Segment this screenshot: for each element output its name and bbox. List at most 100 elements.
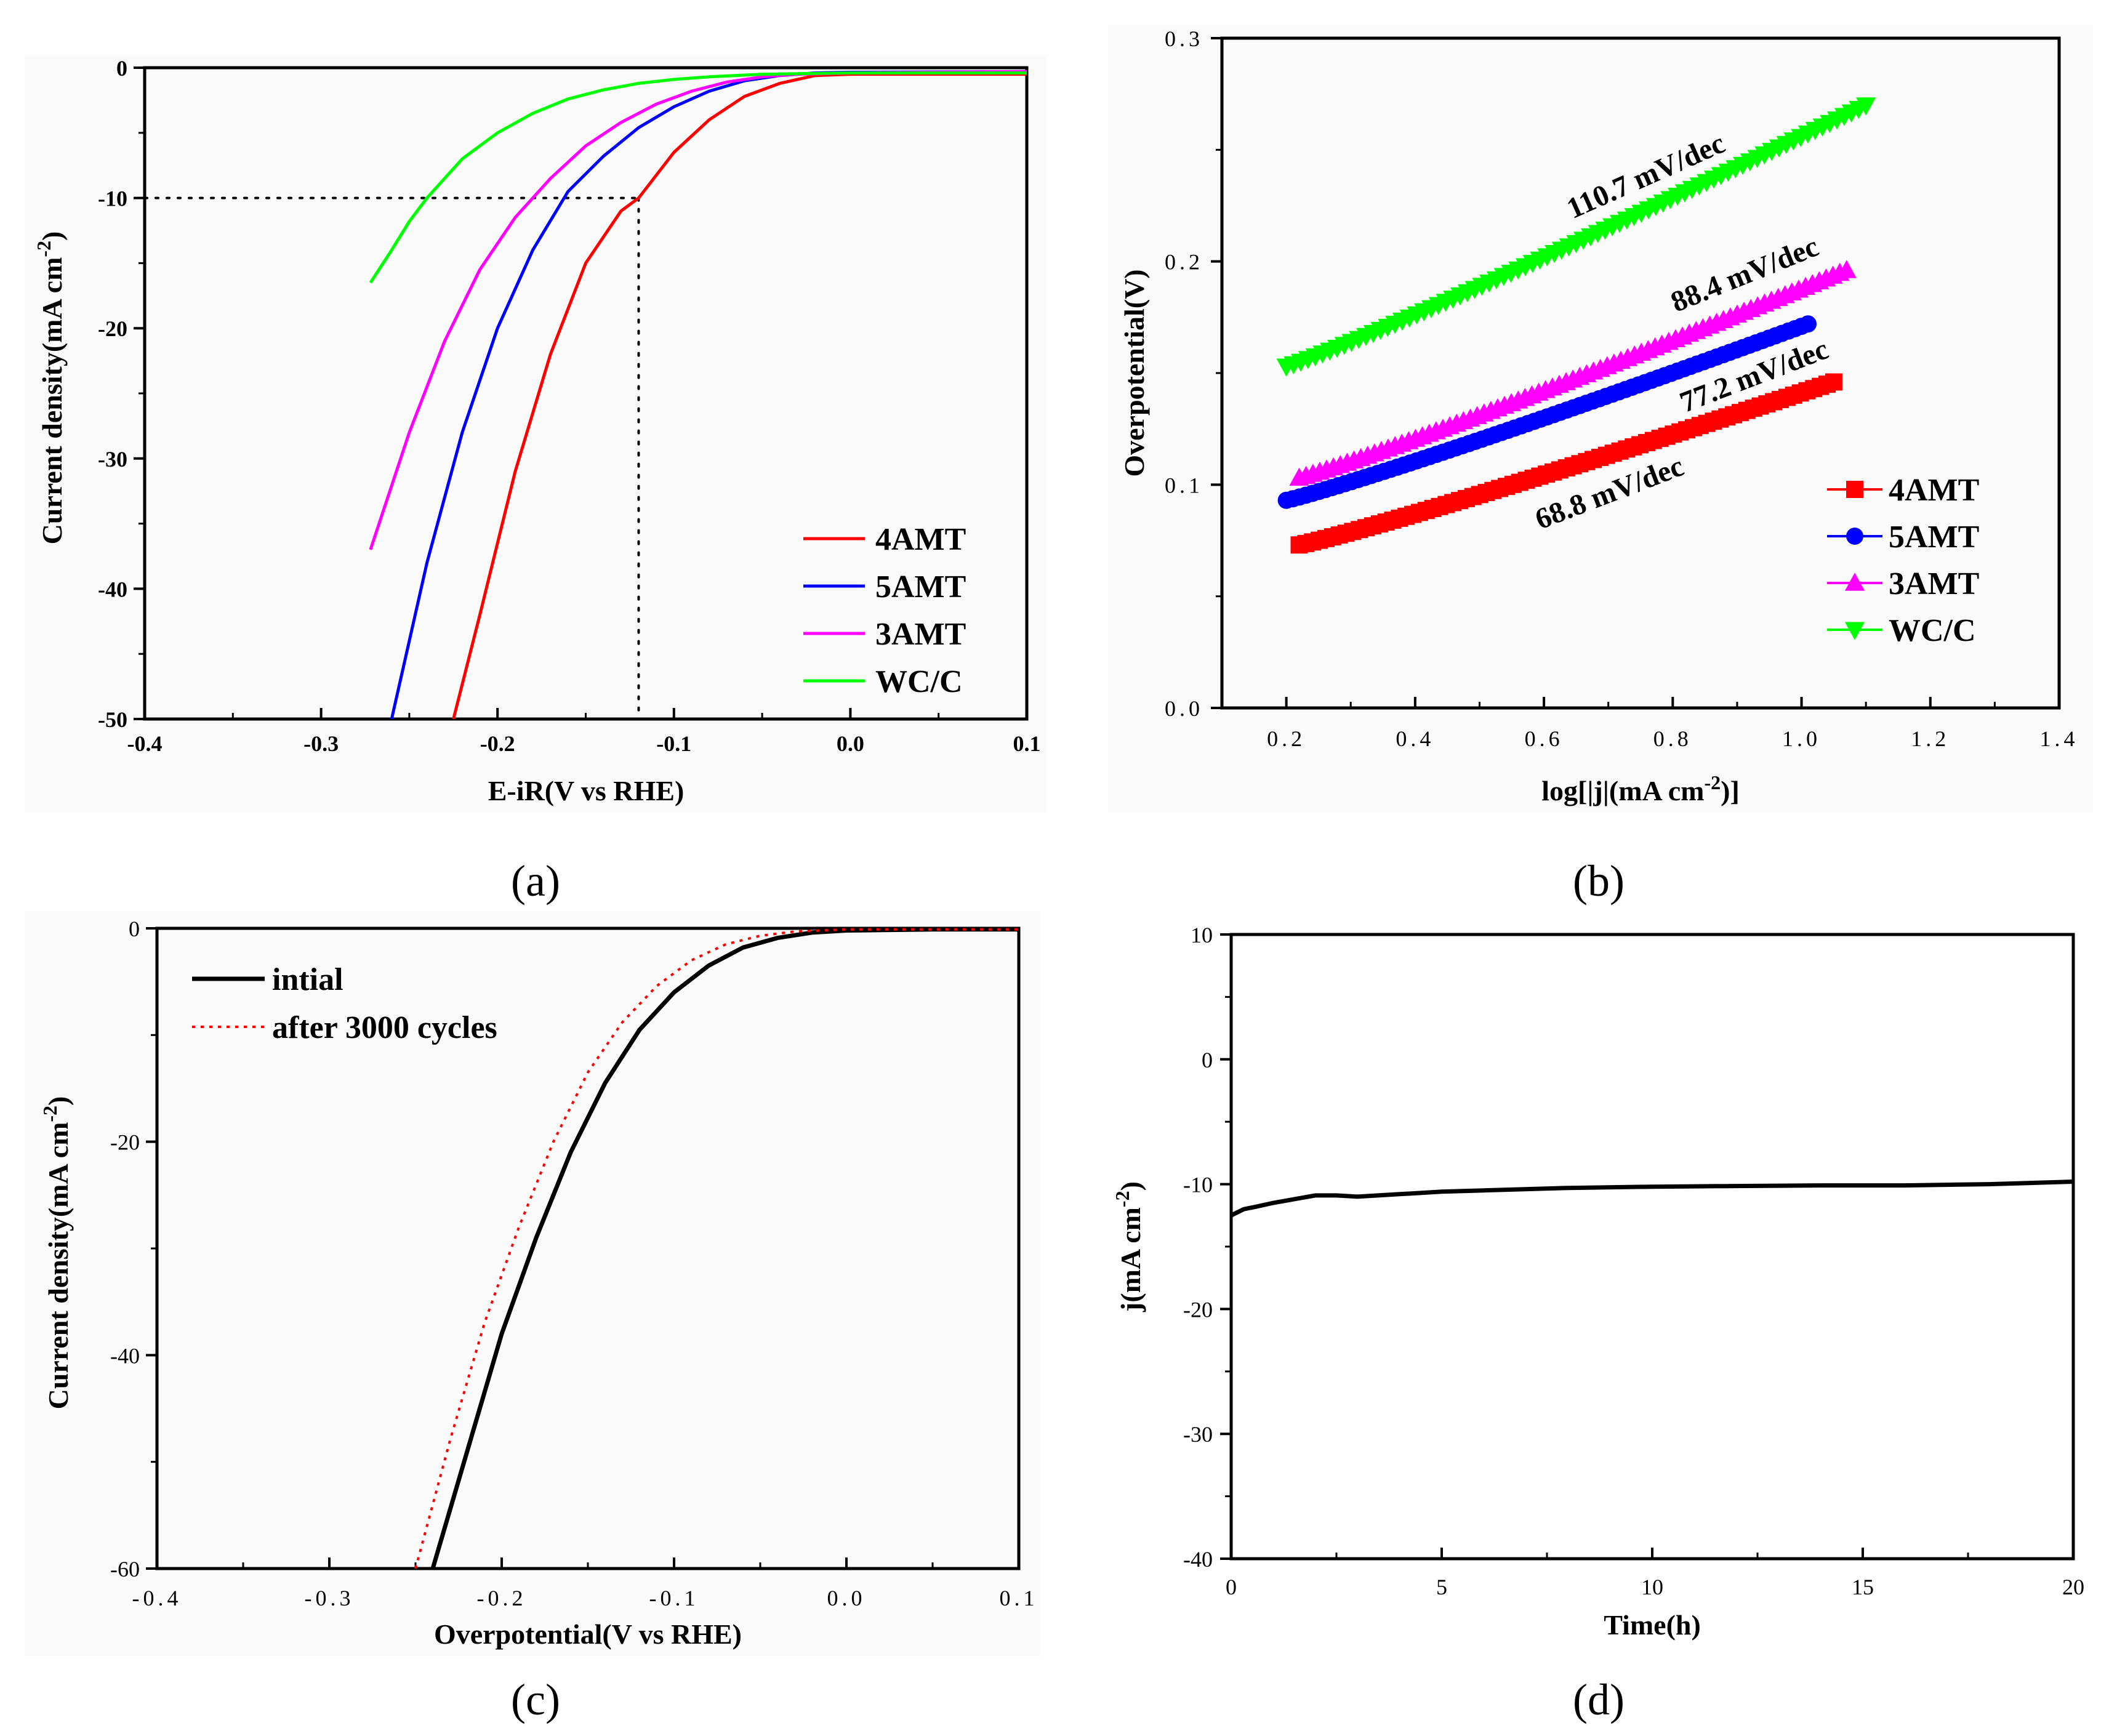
y-tick-label: -40 (110, 1343, 140, 1368)
x-tick-label: 0.1 (1013, 731, 1041, 756)
panel-b-background (1108, 25, 2093, 813)
legend-label: WC/C (1889, 613, 1976, 648)
y-tick-label: 0.3 (1165, 26, 1203, 51)
y-axis-label-sup: -2 (33, 241, 55, 257)
legend-label: 3AMT (875, 617, 966, 652)
data-point (1836, 260, 1857, 278)
panel-c-cycling-chart: -0.4 -0.3 -0.2 -0.1 0.0 0.1 0 -20 -40 -60 intial af… (25, 911, 1040, 1656)
y-tick-label: -40 (98, 577, 127, 601)
series-4amt (1290, 373, 1842, 554)
x-tick-label: 10 (1641, 1575, 1663, 1599)
y-tick-label: -20 (98, 316, 127, 341)
y-axis-label-text: Overpotential(V) (1119, 269, 1150, 476)
series-line-stability (1230, 1179, 2074, 1218)
legend-label: 4AMT (875, 522, 966, 557)
panel-a-background (25, 55, 1046, 813)
data-point (1825, 373, 1842, 391)
legend-label: 5AMT (1889, 520, 1979, 555)
y-tick-label: 0 (129, 917, 140, 941)
x-tick-label: 0.8 (1653, 726, 1692, 751)
plot-frame (1229, 933, 2075, 1561)
legend-label: intial (272, 962, 343, 997)
x-tick-label: 0.0 (837, 731, 864, 756)
x-tick-label: 0.4 (1396, 726, 1434, 751)
panel-d-stability-chart: 0 5 10 15 20 10 0 -10 -20 -30 -40 Time(h) j(mA cm-2) (1111, 923, 2084, 1641)
y-tick-label: -40 (1183, 1547, 1213, 1572)
y-tick-label: 0.1 (1165, 473, 1203, 497)
x-axis-label-end: )] (1721, 775, 1740, 806)
x-tick-label: 1.0 (1782, 726, 1821, 751)
legend-swatch-marker (1846, 528, 1863, 545)
y-tick-label: 10 (1191, 923, 1213, 947)
y-tick-label: -20 (1183, 1297, 1213, 1322)
panel-c-background (25, 911, 1040, 1656)
x-tick-label: -0.3 (303, 731, 339, 756)
x-tick-label: -0.2 (477, 1586, 527, 1610)
x-axis-label-sup: -2 (1704, 771, 1721, 794)
legend-label: WC/C (875, 664, 963, 699)
y-tick-label: 0 (116, 56, 127, 81)
x-axis-label: Time(h) (1604, 1609, 1701, 1641)
y-tick-label: -20 (110, 1130, 140, 1155)
y-axis-label: Current density(mA cm-2) (39, 1096, 74, 1410)
x-tick-label: -0.2 (480, 731, 515, 756)
legend-swatch-marker (1846, 481, 1863, 498)
y-axis-label-end: ) (42, 1096, 74, 1106)
x-axis-label-text: log[|j|(mA cm (1541, 775, 1704, 806)
x-tick-label: 0.6 (1525, 726, 1564, 751)
y-axis-label: Overpotential(V) (1119, 269, 1150, 476)
x-tick-label: 0.2 (1267, 726, 1306, 751)
legend-swatch-marker (1844, 573, 1865, 591)
y-tick-label: 0.2 (1165, 250, 1203, 275)
y-tick-label: -30 (1183, 1422, 1213, 1447)
y-axis-label: Current density(mA cm-2) (33, 231, 68, 545)
x-tick-label: 15 (1852, 1575, 1874, 1599)
legend-label: 5AMT (875, 569, 966, 605)
y-axis-label-sup: -2 (39, 1106, 61, 1122)
x-axis-label: Overpotential(V vs RHE) (434, 1618, 742, 1650)
x-axis-label: log[|j|(mA cm-2)] (1541, 771, 1740, 806)
x-axis-label: E-iR(V vs RHE) (488, 775, 685, 806)
panel-a-lsv-chart: -0.4 -0.3 -0.2 -0.1 0.0 0.1 0 -10 -20 -30 -40 -50 4A… (25, 55, 1046, 813)
legend-label: 4AMT (1889, 473, 1979, 508)
y-tick-label: -10 (98, 187, 127, 211)
legend-label: after 3000 cycles (272, 1010, 497, 1045)
y-axis-label-text: Current density(mA cm (36, 257, 68, 545)
y-tick-label: -60 (110, 1557, 140, 1581)
y-axis-label-sup: -2 (1111, 1191, 1133, 1207)
y-tick-label: 0 (1202, 1048, 1213, 1072)
x-tick-label: -0.4 (127, 731, 163, 756)
series-line-wcc (369, 71, 1027, 284)
y-axis-label-text: j(mA cm (1115, 1207, 1146, 1312)
x-tick-label: -0.1 (656, 731, 691, 756)
y-tick-label: -10 (1183, 1173, 1213, 1197)
x-tick-label: 0 (1226, 1575, 1237, 1599)
y-tick-label: 0.0 (1165, 696, 1203, 721)
legend-swatch-marker (1844, 622, 1865, 640)
x-tick-label: 1.2 (1911, 726, 1950, 751)
x-tick-label: -0.4 (132, 1586, 182, 1610)
y-tick-label: -30 (98, 447, 127, 472)
x-tick-label: 5 (1436, 1575, 1447, 1599)
caption-b: (b) (1573, 856, 1625, 906)
series-wcc (1276, 97, 1876, 377)
y-tick-label: -50 (98, 707, 127, 732)
x-tick-label: 0.0 (827, 1586, 866, 1610)
x-tick-label: -0.1 (649, 1586, 699, 1610)
x-tick-label: 0.1 (1000, 1586, 1038, 1610)
panel-b-tafel-chart: 0.2 0.4 0.6 0.8 1.0 1.2 1.40.00.10.20.368.8 mV… (1108, 25, 2093, 813)
data-point (1856, 97, 1876, 116)
legend-label: 3AMT (1889, 566, 1979, 601)
series-line-intial (430, 927, 1019, 1569)
y-axis-label-text: Current density(mA cm (42, 1122, 74, 1410)
x-tick-label: 20 (2062, 1575, 2084, 1599)
y-axis-label-end: ) (36, 231, 68, 241)
series-3amt (1289, 260, 1857, 486)
y-axis-label: j(mA cm-2) (1111, 1181, 1146, 1312)
x-tick-label: -0.3 (305, 1586, 355, 1610)
series-5amt (1277, 315, 1817, 509)
y-axis-label-end: ) (1115, 1181, 1146, 1191)
data-point (1799, 315, 1817, 333)
caption-c: (c) (511, 1675, 560, 1724)
